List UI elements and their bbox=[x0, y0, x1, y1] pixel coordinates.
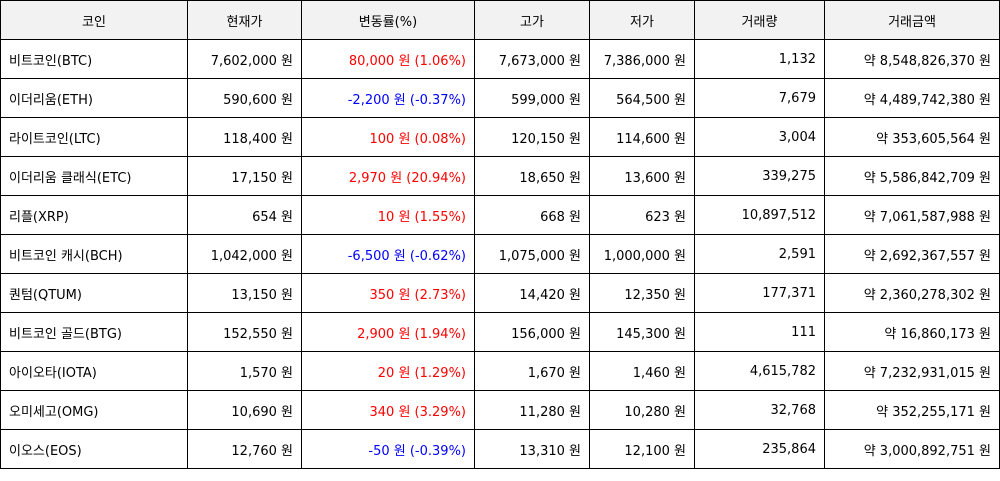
cell-amount: 약 3,000,892,751 원 bbox=[824, 429, 1000, 469]
cell-low: 7,386,000 원 bbox=[589, 39, 695, 79]
cell-volume: 2,591 bbox=[694, 234, 825, 274]
table-row: 비트코인 캐시(BCH) 1,042,000 원 -6,500 원 (-0.62%)… bbox=[0, 234, 1000, 274]
table-header: 코인 현재가 변동률(%) 고가 저가 거래량 거래금액 bbox=[0, 0, 1000, 40]
table-row: 리플(XRP) 654 원 10 원 (1.55%) 668 원 623 원 10,897… bbox=[0, 195, 1000, 235]
cell-coin: 아이오타(IOTA) bbox=[0, 351, 188, 391]
cell-volume: 339,275 bbox=[694, 156, 825, 196]
cell-high: 1,670 원 bbox=[474, 351, 590, 391]
cell-price: 152,550 원 bbox=[187, 312, 302, 352]
cell-change: 80,000 원 (1.06%) bbox=[301, 39, 475, 79]
cell-high: 156,000 원 bbox=[474, 312, 590, 352]
cell-price: 1,042,000 원 bbox=[187, 234, 302, 274]
cell-change: 20 원 (1.29%) bbox=[301, 351, 475, 391]
cell-high: 599,000 원 bbox=[474, 78, 590, 118]
cell-price: 13,150 원 bbox=[187, 273, 302, 313]
cell-coin: 비트코인 골드(BTG) bbox=[0, 312, 188, 352]
table-row: 비트코인 골드(BTG) 152,550 원 2,900 원 (1.94%) 156,… bbox=[0, 312, 1000, 352]
cell-high: 7,673,000 원 bbox=[474, 39, 590, 79]
cell-amount: 약 2,360,278,302 원 bbox=[824, 273, 1000, 313]
cell-price: 590,600 원 bbox=[187, 78, 302, 118]
cell-price: 118,400 원 bbox=[187, 117, 302, 157]
cell-price: 1,570 원 bbox=[187, 351, 302, 391]
cell-low: 114,600 원 bbox=[589, 117, 695, 157]
cell-low: 1,460 원 bbox=[589, 351, 695, 391]
cell-low: 564,500 원 bbox=[589, 78, 695, 118]
cell-change: -50 원 (-0.39%) bbox=[301, 429, 475, 469]
header-high: 고가 bbox=[474, 0, 590, 40]
cell-price: 10,690 원 bbox=[187, 390, 302, 430]
header-amount: 거래금액 bbox=[824, 0, 1000, 40]
cell-change: 2,900 원 (1.94%) bbox=[301, 312, 475, 352]
cell-volume: 111 bbox=[694, 312, 825, 352]
cell-low: 12,350 원 bbox=[589, 273, 695, 313]
cell-volume: 10,897,512 bbox=[694, 195, 825, 235]
table-row: 아이오타(IOTA) 1,570 원 20 원 (1.29%) 1,670 원 1,46… bbox=[0, 351, 1000, 391]
cell-change: 350 원 (2.73%) bbox=[301, 273, 475, 313]
cell-amount: 약 7,061,587,988 원 bbox=[824, 195, 1000, 235]
cell-high: 11,280 원 bbox=[474, 390, 590, 430]
cell-volume: 7,679 bbox=[694, 78, 825, 118]
cell-volume: 32,768 bbox=[694, 390, 825, 430]
cell-low: 623 원 bbox=[589, 195, 695, 235]
table-row: 퀀텀(QTUM) 13,150 원 350 원 (2.73%) 14,420 원 12,… bbox=[0, 273, 1000, 313]
cell-change: 2,970 원 (20.94%) bbox=[301, 156, 475, 196]
cell-change: -6,500 원 (-0.62%) bbox=[301, 234, 475, 274]
cell-volume: 3,004 bbox=[694, 117, 825, 157]
cell-high: 668 원 bbox=[474, 195, 590, 235]
cell-volume: 235,864 bbox=[694, 429, 825, 469]
cell-high: 120,150 원 bbox=[474, 117, 590, 157]
cell-change: 100 원 (0.08%) bbox=[301, 117, 475, 157]
cell-amount: 약 16,860,173 원 bbox=[824, 312, 1000, 352]
cell-price: 17,150 원 bbox=[187, 156, 302, 196]
cell-change: -2,200 원 (-0.37%) bbox=[301, 78, 475, 118]
cell-high: 14,420 원 bbox=[474, 273, 590, 313]
cell-coin: 오미세고(OMG) bbox=[0, 390, 188, 430]
cell-high: 1,075,000 원 bbox=[474, 234, 590, 274]
cell-volume: 1,132 bbox=[694, 39, 825, 79]
table-body: 비트코인(BTC) 7,602,000 원 80,000 원 (1.06%) 7,67… bbox=[0, 39, 1000, 469]
cell-low: 12,100 원 bbox=[589, 429, 695, 469]
cell-coin: 이오스(EOS) bbox=[0, 429, 188, 469]
cell-low: 13,600 원 bbox=[589, 156, 695, 196]
cell-change: 340 원 (3.29%) bbox=[301, 390, 475, 430]
cell-low: 1,000,000 원 bbox=[589, 234, 695, 274]
header-price: 현재가 bbox=[187, 0, 302, 40]
header-volume: 거래량 bbox=[694, 0, 825, 40]
table-row: 오미세고(OMG) 10,690 원 340 원 (3.29%) 11,280 원 10… bbox=[0, 390, 1000, 430]
cell-amount: 약 353,605,564 원 bbox=[824, 117, 1000, 157]
cell-amount: 약 4,489,742,380 원 bbox=[824, 78, 1000, 118]
table-row: 비트코인(BTC) 7,602,000 원 80,000 원 (1.06%) 7,67… bbox=[0, 39, 1000, 79]
cell-price: 12,760 원 bbox=[187, 429, 302, 469]
cell-amount: 약 8,548,826,370 원 bbox=[824, 39, 1000, 79]
cell-coin: 리플(XRP) bbox=[0, 195, 188, 235]
cell-amount: 약 352,255,171 원 bbox=[824, 390, 1000, 430]
header-coin: 코인 bbox=[0, 0, 188, 40]
cell-amount: 약 7,232,931,015 원 bbox=[824, 351, 1000, 391]
cell-high: 18,650 원 bbox=[474, 156, 590, 196]
table-row: 라이트코인(LTC) 118,400 원 100 원 (0.08%) 120,150 … bbox=[0, 117, 1000, 157]
cell-price: 7,602,000 원 bbox=[187, 39, 302, 79]
cell-low: 145,300 원 bbox=[589, 312, 695, 352]
cell-coin: 비트코인 캐시(BCH) bbox=[0, 234, 188, 274]
cell-coin: 라이트코인(LTC) bbox=[0, 117, 188, 157]
cell-volume: 177,371 bbox=[694, 273, 825, 313]
cell-low: 10,280 원 bbox=[589, 390, 695, 430]
cell-amount: 약 5,586,842,709 원 bbox=[824, 156, 1000, 196]
table-row: 이오스(EOS) 12,760 원 -50 원 (-0.39%) 13,310 원 12… bbox=[0, 429, 1000, 469]
cell-volume: 4,615,782 bbox=[694, 351, 825, 391]
coin-price-table: 코인 현재가 변동률(%) 고가 저가 거래량 거래금액 비트코인(BTC) 7,… bbox=[0, 0, 1000, 469]
cell-coin: 퀀텀(QTUM) bbox=[0, 273, 188, 313]
header-row: 코인 현재가 변동률(%) 고가 저가 거래량 거래금액 bbox=[0, 0, 1000, 40]
cell-change: 10 원 (1.55%) bbox=[301, 195, 475, 235]
table-row: 이더리움(ETH) 590,600 원 -2,200 원 (-0.37%) 599,0… bbox=[0, 78, 1000, 118]
cell-coin: 이더리움(ETH) bbox=[0, 78, 188, 118]
cell-coin: 이더리움 클래식(ETC) bbox=[0, 156, 188, 196]
table-row: 이더리움 클래식(ETC) 17,150 원 2,970 원 (20.94%) 18,… bbox=[0, 156, 1000, 196]
cell-high: 13,310 원 bbox=[474, 429, 590, 469]
cell-price: 654 원 bbox=[187, 195, 302, 235]
header-change: 변동률(%) bbox=[301, 0, 475, 40]
header-low: 저가 bbox=[589, 0, 695, 40]
cell-amount: 약 2,692,367,557 원 bbox=[824, 234, 1000, 274]
cell-coin: 비트코인(BTC) bbox=[0, 39, 188, 79]
